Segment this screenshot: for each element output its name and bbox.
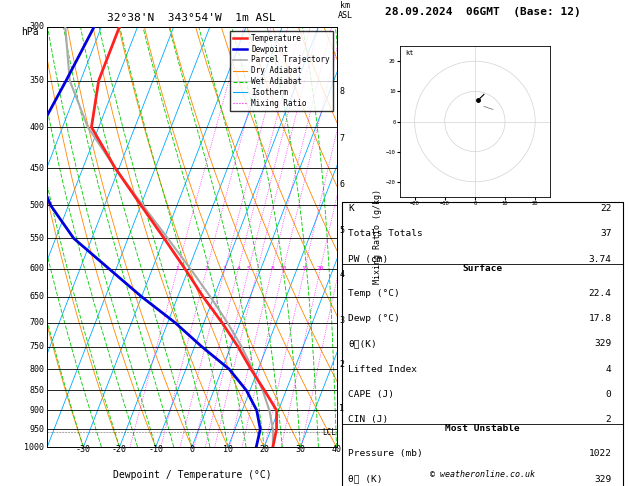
Text: Lifted Index: Lifted Index [348,364,417,374]
Text: 4: 4 [237,266,240,271]
Text: 15: 15 [301,266,308,271]
Text: 750: 750 [30,342,44,351]
Text: 1: 1 [175,266,179,271]
Text: 3: 3 [340,315,345,325]
Text: 550: 550 [30,234,44,243]
Text: 1022: 1022 [589,449,611,458]
Text: 4: 4 [340,270,345,279]
Text: 800: 800 [30,364,44,374]
Text: Dewpoint / Temperature (°C): Dewpoint / Temperature (°C) [113,470,271,480]
Text: 30: 30 [296,445,305,454]
Text: 6: 6 [340,180,345,190]
Text: 600: 600 [30,264,44,273]
Text: LCL: LCL [322,428,336,436]
Text: 8: 8 [340,87,345,96]
Text: 350: 350 [30,76,44,85]
Text: 3.74: 3.74 [589,255,611,264]
Text: CAPE (J): CAPE (J) [348,390,394,399]
Text: 500: 500 [30,201,44,209]
Text: 900: 900 [30,406,44,415]
Text: 8: 8 [270,266,274,271]
Text: 20: 20 [259,445,269,454]
Text: 32°38'N  343°54'W  1m ASL: 32°38'N 343°54'W 1m ASL [108,13,276,22]
Text: 2: 2 [340,360,345,369]
Text: θᴇ (K): θᴇ (K) [348,474,382,484]
Text: 4: 4 [606,364,611,374]
Text: 37: 37 [600,229,611,239]
Text: CIN (J): CIN (J) [348,415,389,424]
Text: km
ASL: km ASL [338,1,353,20]
Text: 1000: 1000 [25,443,44,451]
Text: 650: 650 [30,292,44,301]
Text: -30: -30 [76,445,91,454]
Text: 17.8: 17.8 [589,314,611,323]
Text: 950: 950 [30,425,44,434]
Text: Totals Totals: Totals Totals [348,229,423,239]
Text: 329: 329 [594,339,611,348]
Text: © weatheronline.co.uk: © weatheronline.co.uk [430,469,535,479]
Text: 2: 2 [205,266,209,271]
Text: Mixing Ratio (g/kg): Mixing Ratio (g/kg) [372,190,382,284]
Text: 5: 5 [340,226,345,235]
Legend: Temperature, Dewpoint, Parcel Trajectory, Dry Adiabat, Wet Adiabat, Isotherm, Mi: Temperature, Dewpoint, Parcel Trajectory… [230,31,333,111]
Text: kt: kt [406,50,414,56]
Text: PW (cm): PW (cm) [348,255,389,264]
Text: hPa: hPa [21,27,38,37]
Text: 28.09.2024  06GMT  (Base: 12): 28.09.2024 06GMT (Base: 12) [385,7,581,17]
Text: 20: 20 [316,266,324,271]
Text: 7: 7 [340,134,345,143]
Text: 450: 450 [30,164,44,173]
Text: Surface: Surface [463,263,503,273]
Text: 329: 329 [594,474,611,484]
Text: Dewp (°C): Dewp (°C) [348,314,400,323]
Text: 0: 0 [606,390,611,399]
Text: 400: 400 [30,122,44,132]
Text: 0: 0 [189,445,194,454]
Text: 850: 850 [30,386,44,395]
Text: Most Unstable: Most Unstable [445,424,520,433]
Text: Temp (°C): Temp (°C) [348,289,400,298]
Text: 22.4: 22.4 [589,289,611,298]
Text: 10: 10 [280,266,287,271]
Text: 5: 5 [247,266,251,271]
Text: 40: 40 [331,445,342,454]
Text: 700: 700 [30,318,44,327]
Text: 1: 1 [340,404,345,413]
Text: 10: 10 [223,445,233,454]
Text: Pressure (mb): Pressure (mb) [348,449,423,458]
Text: K: K [348,204,354,213]
Text: 300: 300 [30,22,44,31]
Text: -20: -20 [112,445,127,454]
Text: 2: 2 [606,415,611,424]
Text: -10: -10 [148,445,163,454]
Text: 22: 22 [600,204,611,213]
Text: 3: 3 [223,266,227,271]
Text: θᴇ(K): θᴇ(K) [348,339,377,348]
